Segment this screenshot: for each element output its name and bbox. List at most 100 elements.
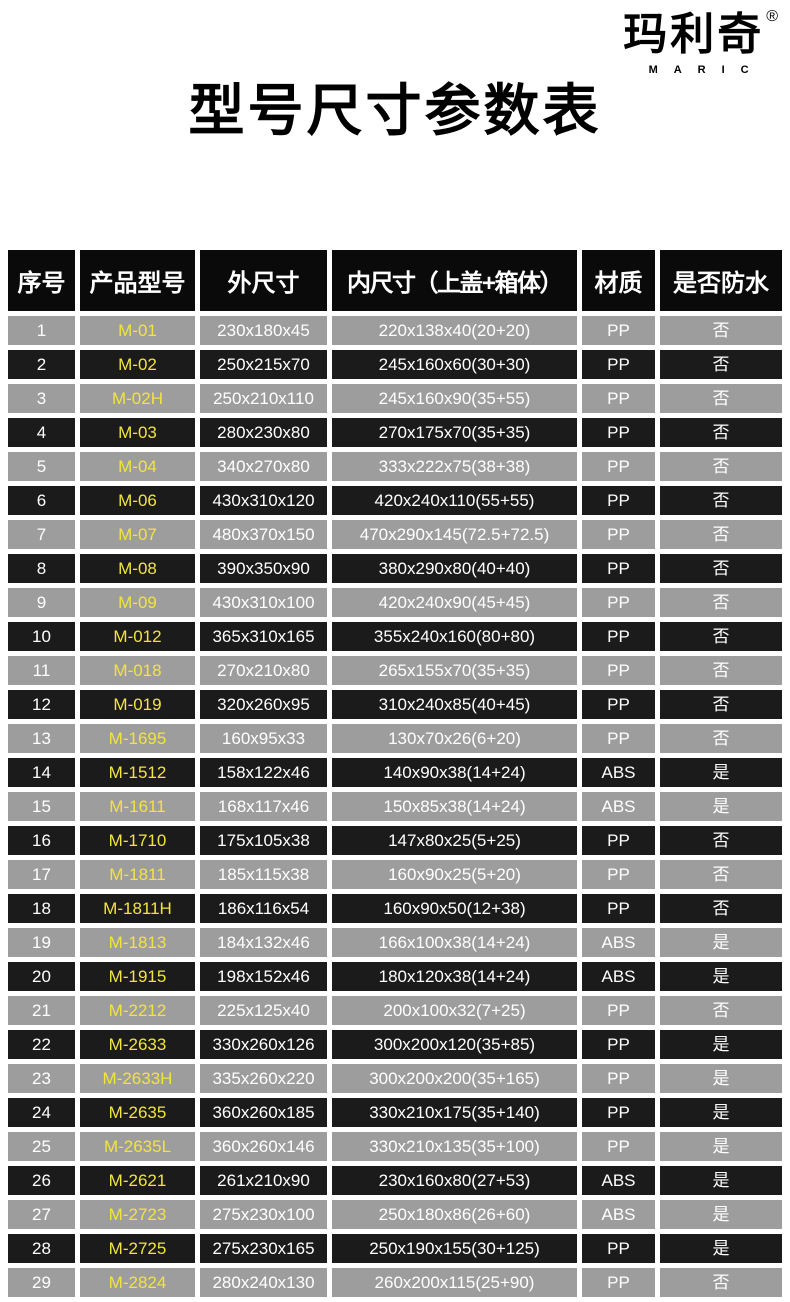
outer-size-cell: 160x95x33 (200, 724, 327, 753)
inner-size-cell: 260x200x115(25+90) (332, 1268, 577, 1297)
brand-latin-name: MARIC (648, 63, 765, 76)
model-cell: M-018 (80, 656, 195, 685)
table-row: 18 M-1811H 186x116x54 160x90x50(12+38) PP 否 (8, 894, 782, 923)
table-row: 10 M-012 365x310x165 355x240x160(80+80) PP 否 (8, 622, 782, 651)
table-row: 23 M-2633H 335x260x220 300x200x200(35+165) P… (8, 1064, 782, 1093)
material-cell: PP (582, 996, 655, 1025)
outer-size-cell: 175x105x38 (200, 826, 327, 855)
model-cell: M-1695 (80, 724, 195, 753)
waterproof-cell: 否 (660, 486, 782, 515)
waterproof-cell: 是 (660, 792, 782, 821)
table-row: 5 M-04 340x270x80 333x222x75(38+38) PP 否 (8, 452, 782, 481)
outer-size-cell: 330x260x126 (200, 1030, 327, 1059)
inner-size-cell: 245x160x60(30+30) (332, 350, 577, 379)
waterproof-cell: 否 (660, 826, 782, 855)
inner-size-cell: 250x190x155(30+125) (332, 1234, 577, 1263)
material-cell: PP (582, 316, 655, 345)
spec-table: 序号 产品型号 外尺寸 内尺寸（上盖+箱体） 材质 是否防水 1 M-01 230x180x4… (3, 245, 787, 1302)
outer-size-cell: 430x310x100 (200, 588, 327, 617)
waterproof-cell: 否 (660, 316, 782, 345)
index-cell: 1 (8, 316, 75, 345)
outer-size-cell: 230x180x45 (200, 316, 327, 345)
material-cell: ABS (582, 792, 655, 821)
outer-size-cell: 198x152x46 (200, 962, 327, 991)
table-row: 2 M-02 250x215x70 245x160x60(30+30) PP 否 (8, 350, 782, 379)
outer-size-cell: 168x117x46 (200, 792, 327, 821)
material-cell: PP (582, 486, 655, 515)
table-row: 13 M-1695 160x95x33 130x70x26(6+20) PP 否 (8, 724, 782, 753)
waterproof-cell: 否 (660, 520, 782, 549)
outer-size-cell: 365x310x165 (200, 622, 327, 651)
model-cell: M-08 (80, 554, 195, 583)
inner-size-cell: 333x222x75(38+38) (332, 452, 577, 481)
index-cell: 18 (8, 894, 75, 923)
index-cell: 8 (8, 554, 75, 583)
outer-size-cell: 430x310x120 (200, 486, 327, 515)
material-cell: ABS (582, 928, 655, 957)
table-row: 6 M-06 430x310x120 420x240x110(55+55) PP 否 (8, 486, 782, 515)
inner-size-cell: 300x200x120(35+85) (332, 1030, 577, 1059)
waterproof-cell: 否 (660, 350, 782, 379)
index-cell: 13 (8, 724, 75, 753)
material-cell: ABS (582, 758, 655, 787)
page-title: 型号尺寸参数表 (188, 79, 602, 142)
index-cell: 27 (8, 1200, 75, 1229)
inner-size-cell: 420x240x110(55+55) (332, 486, 577, 515)
outer-size-cell: 275x230x165 (200, 1234, 327, 1263)
spec-table-body: 1 M-01 230x180x45 220x138x40(20+20) PP 否 2 M-02… (8, 316, 782, 1297)
inner-size-cell: 265x155x70(35+35) (332, 656, 577, 685)
inner-size-cell: 230x160x80(27+53) (332, 1166, 577, 1195)
model-cell: M-01 (80, 316, 195, 345)
material-cell: ABS (582, 1166, 655, 1195)
index-cell: 7 (8, 520, 75, 549)
inner-size-cell: 310x240x85(40+45) (332, 690, 577, 719)
index-cell: 3 (8, 384, 75, 413)
index-cell: 22 (8, 1030, 75, 1059)
table-row: 26 M-2621 261x210x90 230x160x80(27+53) ABS 是 (8, 1166, 782, 1195)
material-cell: PP (582, 860, 655, 889)
waterproof-cell: 否 (660, 724, 782, 753)
waterproof-cell: 否 (660, 384, 782, 413)
model-cell: M-03 (80, 418, 195, 447)
material-cell: ABS (582, 1200, 655, 1229)
index-cell: 6 (8, 486, 75, 515)
material-cell: PP (582, 1268, 655, 1297)
table-row: 27 M-2723 275x230x100 250x180x86(26+60) ABS 是 (8, 1200, 782, 1229)
outer-size-cell: 275x230x100 (200, 1200, 327, 1229)
header-cell-outer-size: 外尺寸 (200, 250, 327, 311)
waterproof-cell: 是 (660, 1132, 782, 1161)
table-row: 3 M-02H 250x210x110 245x160x90(35+55) PP 否 (8, 384, 782, 413)
table-row: 4 M-03 280x230x80 270x175x70(35+35) PP 否 (8, 418, 782, 447)
outer-size-cell: 280x240x130 (200, 1268, 327, 1297)
material-cell: PP (582, 724, 655, 753)
index-cell: 26 (8, 1166, 75, 1195)
spec-table-head: 序号 产品型号 外尺寸 内尺寸（上盖+箱体） 材质 是否防水 (8, 250, 782, 311)
model-cell: M-2633H (80, 1064, 195, 1093)
table-row: 25 M-2635L 360x260x146 330x210x135(35+100) P… (8, 1132, 782, 1161)
model-cell: M-09 (80, 588, 195, 617)
outer-size-cell: 225x125x40 (200, 996, 327, 1025)
waterproof-cell: 否 (660, 860, 782, 889)
waterproof-cell: 否 (660, 554, 782, 583)
inner-size-cell: 140x90x38(14+24) (332, 758, 577, 787)
waterproof-cell: 否 (660, 690, 782, 719)
index-cell: 20 (8, 962, 75, 991)
model-cell: M-2635 (80, 1098, 195, 1127)
outer-size-cell: 360x260x146 (200, 1132, 327, 1161)
outer-size-cell: 335x260x220 (200, 1064, 327, 1093)
table-row: 8 M-08 390x350x90 380x290x80(40+40) PP 否 (8, 554, 782, 583)
table-row: 24 M-2635 360x260x185 330x210x175(35+140) PP… (8, 1098, 782, 1127)
model-cell: M-1811H (80, 894, 195, 923)
material-cell: PP (582, 622, 655, 651)
header-cell-model: 产品型号 (80, 250, 195, 311)
outer-size-cell: 280x230x80 (200, 418, 327, 447)
outer-size-cell: 320x260x95 (200, 690, 327, 719)
waterproof-cell: 是 (660, 1234, 782, 1263)
waterproof-cell: 否 (660, 996, 782, 1025)
table-row: 29 M-2824 280x240x130 260x200x115(25+90) PP 否 (8, 1268, 782, 1297)
inner-size-cell: 147x80x25(5+25) (332, 826, 577, 855)
outer-size-cell: 158x122x46 (200, 758, 327, 787)
inner-size-cell: 470x290x145(72.5+72.5) (332, 520, 577, 549)
index-cell: 4 (8, 418, 75, 447)
index-cell: 15 (8, 792, 75, 821)
